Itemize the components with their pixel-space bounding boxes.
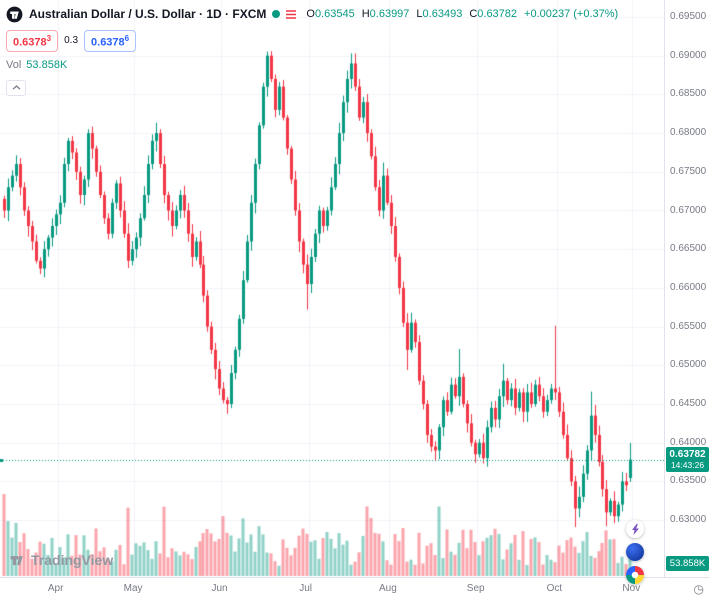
- time-tick-label: May: [123, 583, 143, 594]
- time-tick-label: Jun: [211, 583, 228, 594]
- tradingview-logo-icon[interactable]: [6, 6, 23, 23]
- time-tick-label: Apr: [47, 583, 64, 594]
- sell-button[interactable]: 0.63783: [6, 30, 59, 52]
- volume-label: Vol: [6, 58, 22, 71]
- low-label: L: [416, 8, 423, 20]
- low-value: 0.63493: [422, 8, 463, 20]
- price-tick-label: 0.64500: [670, 398, 707, 409]
- ohlc-values: O 0.63545 H 0.63997 L 0.63493 C 0.63782 +0.0…: [306, 8, 618, 20]
- market-status-dot-icon[interactable]: [272, 10, 281, 18]
- last-price-badge: 0.63782 14:43:26: [666, 446, 709, 472]
- price-tick-label: 0.68000: [670, 127, 707, 139]
- session-list-icon[interactable]: [286, 9, 297, 19]
- time-tick-label: Oct: [546, 583, 563, 594]
- change-value: +0.00237 (+0.37%): [524, 8, 619, 20]
- price-tick-label: 0.66500: [670, 243, 707, 255]
- open-value: 0.63545: [314, 8, 355, 20]
- bid-ask-row: 0.63783 0.3 0.63786: [6, 30, 618, 52]
- price-axis[interactable]: 0.63782 14:43:26 53.858K 0.69500 0.69000 0…: [664, 0, 710, 577]
- price-tick-label: 0.65000: [670, 359, 707, 371]
- buy-button[interactable]: 0.63786: [84, 30, 137, 52]
- volume-value: 53.858K: [26, 58, 68, 71]
- high-value: 0.63997: [369, 8, 410, 20]
- tradingview-brand-link[interactable]: TradingView: [8, 551, 113, 569]
- brand-text: TradingView: [31, 552, 114, 568]
- price-tick-label: 0.69500: [670, 11, 707, 22]
- close-value: 0.63782: [477, 8, 518, 20]
- lightning-icon: [631, 523, 639, 535]
- symbol-title[interactable]: Australian Dollar / U.S. Dollar · 1D · F…: [29, 7, 267, 21]
- collapse-legend-button[interactable]: [6, 79, 26, 96]
- price-tick-label: 0.63500: [670, 475, 707, 487]
- floating-buttons: [626, 520, 644, 584]
- last-price-value: 0.63782: [669, 448, 706, 460]
- spread-value: 0.3: [64, 35, 79, 47]
- price-tick-label: 0.69000: [670, 49, 707, 61]
- price-tick-label: 0.68500: [670, 88, 707, 100]
- time-tick-label: Aug: [379, 583, 397, 594]
- time-tick-label: Nov: [622, 583, 641, 594]
- price-tick-label: 0.67000: [670, 204, 707, 216]
- time-tick-label: Sep: [466, 583, 485, 594]
- time-axis[interactable]: ◷ Apr May Jun Jul Aug Sep Oct Nov: [0, 577, 710, 600]
- price-tick-label: 0.67500: [670, 165, 707, 177]
- sphere-button[interactable]: [626, 566, 644, 584]
- volume-row: Vol 53.858K: [6, 59, 618, 71]
- price-tick-label: 0.65500: [670, 320, 707, 332]
- community-orb-button[interactable]: [626, 543, 644, 561]
- volume-axis-badge: 53.858K: [666, 556, 709, 571]
- high-label: H: [361, 8, 370, 20]
- timezone-clock-icon[interactable]: ◷: [693, 582, 704, 596]
- price-chart-canvas[interactable]: [0, 0, 664, 577]
- chart-legend: Australian Dollar / U.S. Dollar · 1D · F…: [6, 5, 618, 96]
- tradingview-mark-icon: [10, 556, 23, 566]
- time-tick-label: Jul: [299, 583, 313, 594]
- price-tick-label: 0.66000: [670, 281, 707, 293]
- price-tick-label: 0.64000: [670, 436, 707, 448]
- open-label: O: [306, 8, 315, 20]
- close-label: C: [469, 8, 478, 20]
- boost-lightning-button[interactable]: [626, 520, 644, 538]
- chevron-up-icon: [12, 85, 20, 90]
- price-tick-label: 0.63000: [670, 514, 707, 526]
- bar-countdown: 14:43:26: [670, 459, 705, 470]
